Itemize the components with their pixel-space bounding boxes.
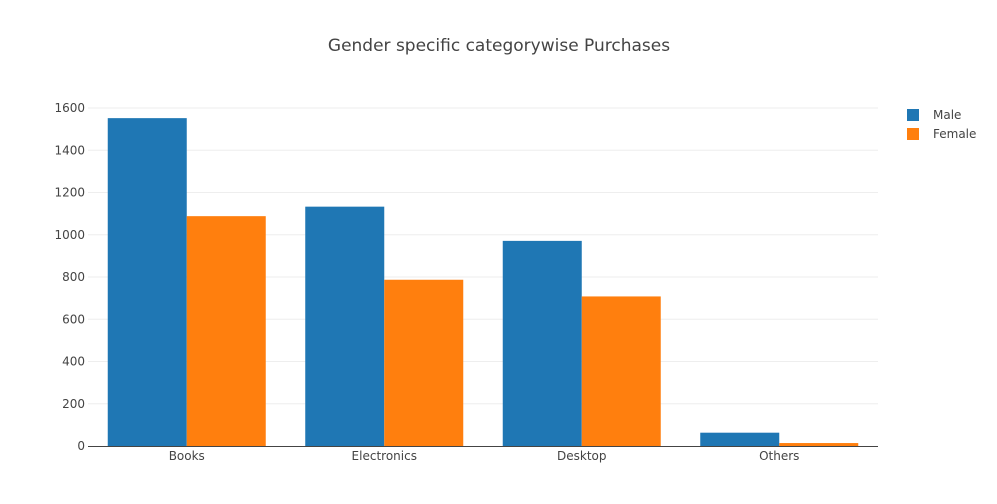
y-axis-ticks: 0 200 400 600 800 1000 1200 1400 1600 [54, 101, 85, 453]
legend: Male Female [907, 108, 976, 141]
legend-label-female[interactable]: Female [933, 127, 976, 141]
y-tick-label: 200 [62, 397, 85, 411]
y-tick-label: 400 [62, 355, 85, 369]
x-tick-label: Electronics [352, 449, 417, 463]
y-tick-label: 600 [62, 312, 85, 326]
x-axis-ticks: Books Electronics Desktop Others [169, 449, 800, 463]
bar-female-electronics[interactable] [384, 279, 464, 446]
bar-female-books[interactable] [186, 216, 266, 446]
bar-male-desktop[interactable] [502, 240, 582, 446]
legend-swatch-male[interactable] [907, 109, 919, 121]
x-tick-label: Books [169, 449, 205, 463]
x-tick-label: Desktop [557, 449, 607, 463]
y-tick-label: 1400 [54, 143, 85, 157]
bar-male-others[interactable] [700, 432, 780, 446]
y-tick-label: 1000 [54, 228, 85, 242]
legend-swatch-female[interactable] [907, 128, 919, 140]
bar-male-electronics[interactable] [305, 206, 385, 446]
y-tick-label: 800 [62, 270, 85, 284]
chart-title: Gender specific categorywise Purchases [328, 36, 670, 56]
bar-female-desktop[interactable] [581, 296, 661, 446]
bar-female-others[interactable] [779, 443, 859, 446]
legend-label-male[interactable]: Male [933, 108, 961, 122]
y-tick-label: 1200 [54, 186, 85, 200]
y-tick-label: 1600 [54, 101, 85, 115]
x-tick-label: Others [759, 449, 799, 463]
bar-male-books[interactable] [107, 118, 187, 446]
y-tick-label: 0 [77, 439, 85, 453]
bars [107, 118, 859, 446]
